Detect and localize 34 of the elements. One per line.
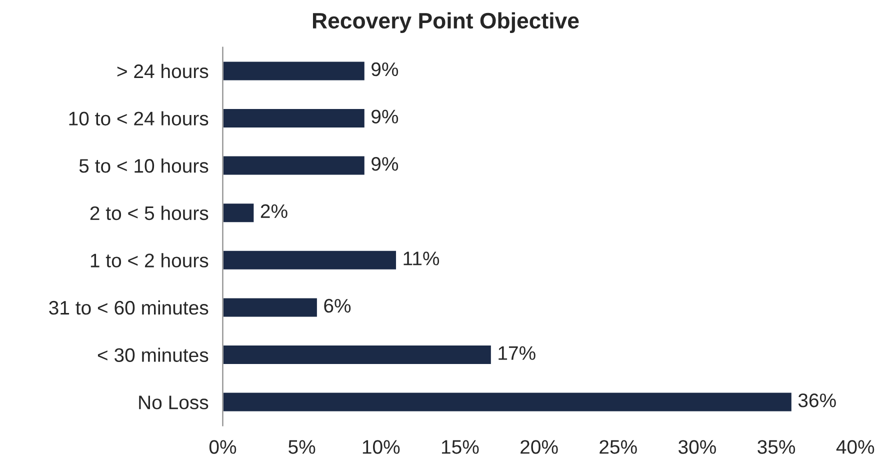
x-tick-label: 5% (288, 440, 316, 454)
y-tick-label: < 30 minutes (98, 348, 208, 362)
bar (222, 154, 366, 176)
data-label: 11% (404, 252, 440, 266)
bar (222, 250, 398, 271)
x-tick-label: 35% (758, 440, 796, 454)
data-label: 17% (498, 346, 536, 360)
x-tick-label: 15% (442, 440, 479, 454)
data-label: 36% (798, 394, 836, 408)
y-tick-label: No Loss (139, 396, 208, 410)
data-label: 9% (372, 62, 398, 76)
x-tick-label: 10% (362, 440, 400, 454)
bar (222, 60, 366, 82)
y-tick-label: 5 to < 10 hours (79, 158, 208, 173)
y-tick-label: > 24 hours (117, 64, 208, 78)
y-tick-label: 31 to < 60 minutes (49, 300, 208, 315)
data-label: 2% (260, 204, 288, 218)
bar (222, 202, 256, 224)
x-tick-label: 40% (836, 440, 874, 454)
x-tick-label: 30% (678, 440, 716, 454)
bar (222, 391, 793, 413)
data-label: 6% (324, 298, 351, 313)
y-tick-label: 1 to < 2 hours (90, 253, 208, 268)
x-tick-label: 0% (209, 440, 236, 454)
chart-title: Recovery Point Objective (312, 12, 579, 33)
bar (222, 344, 492, 366)
data-label: 9% (372, 157, 398, 171)
y-tick-label: 10 to < 24 hours (69, 111, 208, 126)
bar (222, 296, 318, 318)
x-tick-label: 20% (520, 440, 558, 454)
y-tick-label: 2 to < 5 hours (90, 206, 208, 220)
x-tick-label: 25% (600, 440, 637, 454)
bar (222, 108, 366, 129)
data-label: 9% (372, 110, 398, 124)
